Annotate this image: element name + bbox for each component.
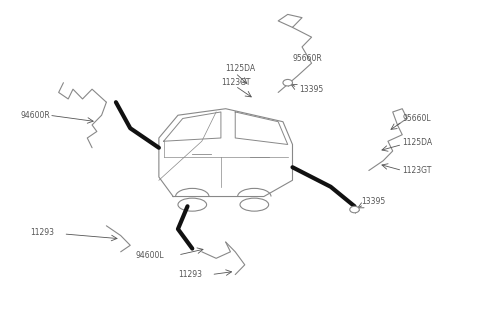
Ellipse shape: [240, 198, 269, 211]
Text: 1123GT: 1123GT: [402, 166, 432, 175]
Text: 95660L: 95660L: [402, 114, 431, 123]
Text: 1123GT: 1123GT: [221, 78, 250, 87]
Text: 1125DA: 1125DA: [402, 138, 432, 147]
Circle shape: [350, 206, 360, 213]
Circle shape: [283, 79, 292, 86]
Text: 94600L: 94600L: [135, 251, 164, 259]
Text: 94600R: 94600R: [21, 111, 50, 120]
Text: 11293: 11293: [178, 270, 202, 279]
Text: 11293: 11293: [30, 228, 54, 237]
Text: 95660R: 95660R: [292, 54, 322, 63]
Text: 13395: 13395: [362, 197, 386, 206]
Text: 1125DA: 1125DA: [226, 64, 256, 72]
Text: 13395: 13395: [300, 85, 324, 94]
Ellipse shape: [178, 198, 206, 211]
